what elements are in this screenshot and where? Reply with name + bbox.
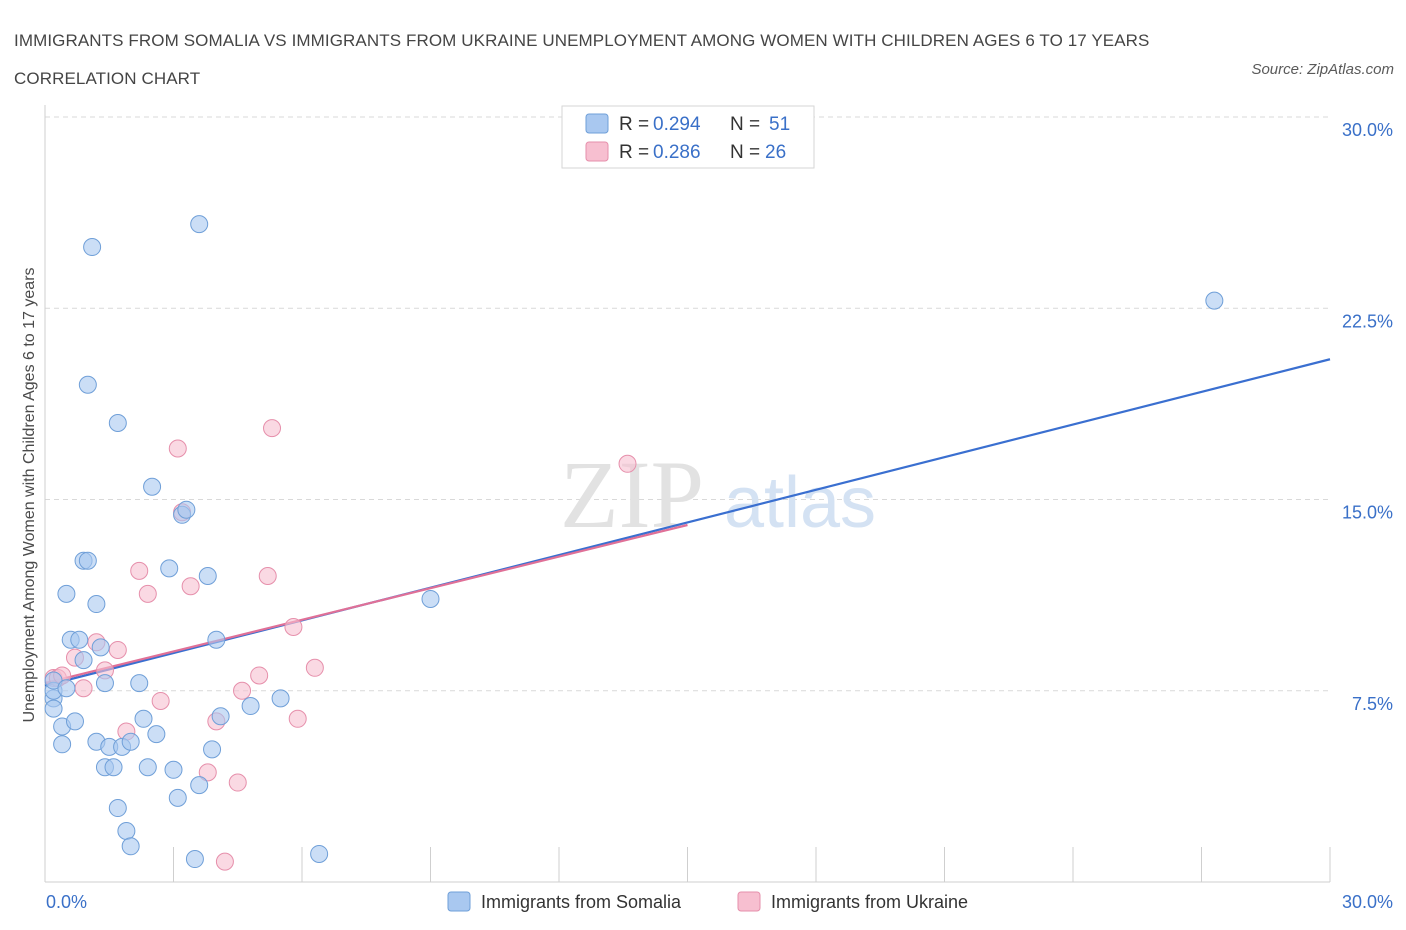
somalia-point xyxy=(168,788,187,807)
bottom-legend-label-ukraine: Immigrants from Ukraine xyxy=(771,892,968,912)
somalia-point xyxy=(121,837,140,856)
bottom-legend-swatch-ukraine xyxy=(737,891,761,912)
source-label: Source: ZipAtlas.com xyxy=(1251,61,1394,78)
somalia-point xyxy=(203,740,222,759)
ukraine-point xyxy=(74,679,93,698)
axes xyxy=(44,105,1331,883)
legend-n-label-ukraine: N = xyxy=(730,142,760,163)
somalia-point xyxy=(53,735,72,754)
ukraine-point xyxy=(198,763,217,782)
ukraine-point xyxy=(181,577,200,596)
ukraine-point xyxy=(168,439,187,458)
somalia-point xyxy=(421,589,440,608)
ukraine-point xyxy=(233,681,252,700)
legend-swatch-ukraine xyxy=(585,141,609,162)
x-tick-label: 0.0% xyxy=(46,892,87,912)
somalia-point xyxy=(164,760,183,779)
somalia-point xyxy=(211,707,230,726)
somalia-point xyxy=(147,725,166,744)
somalia-point xyxy=(108,414,127,432)
ukraine-point xyxy=(215,852,234,871)
series-legend: Immigrants from Somalia Immigrants from … xyxy=(447,891,968,912)
somalia-point xyxy=(138,758,157,777)
somalia-point xyxy=(108,799,127,818)
somalia-point xyxy=(78,551,97,570)
ukraine-point xyxy=(250,666,269,685)
ukraine-point xyxy=(288,709,307,728)
ukraine-trend-line xyxy=(44,523,688,685)
legend-n-value-ukraine: 26 xyxy=(765,142,786,163)
ukraine-point xyxy=(258,567,277,585)
y-tick-label: 30.0% xyxy=(1342,120,1393,140)
stats-legend: R = 0.294 N = 51 R = 0.286 N = 26 xyxy=(561,105,815,169)
y-tick-label: 22.5% xyxy=(1342,311,1393,331)
somalia-point xyxy=(130,674,149,693)
watermark: ZIP atlas xyxy=(560,441,876,548)
ukraine-point xyxy=(284,618,303,636)
somalia-point xyxy=(241,697,260,716)
legend-r-value-ukraine: 0.286 xyxy=(653,142,701,163)
ukraine-point xyxy=(130,561,149,580)
ukraine-point xyxy=(263,419,282,438)
somalia-point xyxy=(134,709,153,728)
somalia-point xyxy=(117,822,136,840)
legend-n-label-somalia: N = xyxy=(730,114,760,135)
somalia-point xyxy=(190,776,209,795)
somalia-point xyxy=(271,689,290,708)
trend-lines xyxy=(44,358,1331,687)
somalia-point xyxy=(177,500,196,519)
somalia-point xyxy=(44,699,63,718)
somalia-point xyxy=(104,758,123,777)
legend-n-value-somalia: 51 xyxy=(769,114,790,135)
legend-r-label-somalia: R = xyxy=(619,114,649,135)
somalia-point xyxy=(87,595,106,614)
ukraine-point xyxy=(151,691,170,710)
somalia-point xyxy=(57,679,76,698)
somalia-point xyxy=(207,630,226,649)
somalia-point xyxy=(143,477,162,496)
ukraine-point xyxy=(108,640,127,659)
ukraine-point xyxy=(618,454,637,473)
chart-title: IMMIGRANTS FROM SOMALIA VS IMMIGRANTS FR… xyxy=(14,31,1150,88)
somalia-point xyxy=(78,375,97,394)
somalia-point xyxy=(310,844,329,863)
watermark-atlas: atlas xyxy=(724,463,876,543)
x-tick-label: 30.0% xyxy=(1342,892,1393,912)
somalia-point xyxy=(121,732,140,751)
somalia-point xyxy=(70,630,89,649)
ukraine-point xyxy=(305,658,324,677)
somalia-point xyxy=(1205,291,1224,310)
legend-r-label-ukraine: R = xyxy=(619,142,649,163)
bottom-legend-swatch-somalia xyxy=(447,891,471,912)
legend-swatch-somalia xyxy=(585,113,609,134)
y-tick-label: 15.0% xyxy=(1342,503,1393,523)
ukraine-point xyxy=(228,773,247,792)
somalia-point xyxy=(190,215,209,234)
y-tick-label: 7.5% xyxy=(1352,694,1393,714)
tick-labels: 7.5% 15.0% 22.5% 30.0% 0.0% 30.0% xyxy=(46,120,1393,912)
somalia-point xyxy=(65,712,84,731)
somalia-point xyxy=(83,238,102,257)
somalia-point xyxy=(198,567,217,585)
data-points xyxy=(44,215,1224,871)
somalia-point xyxy=(57,584,76,603)
legend-r-value-somalia: 0.294 xyxy=(653,114,701,135)
somalia-point xyxy=(74,651,93,670)
somalia-point xyxy=(185,850,204,869)
somalia-point xyxy=(95,674,114,693)
ukraine-point xyxy=(138,584,157,603)
bottom-legend-label-somalia: Immigrants from Somalia xyxy=(481,892,682,912)
somalia-point xyxy=(91,638,110,657)
somalia-point xyxy=(160,559,179,578)
grid-lines xyxy=(45,116,1330,692)
